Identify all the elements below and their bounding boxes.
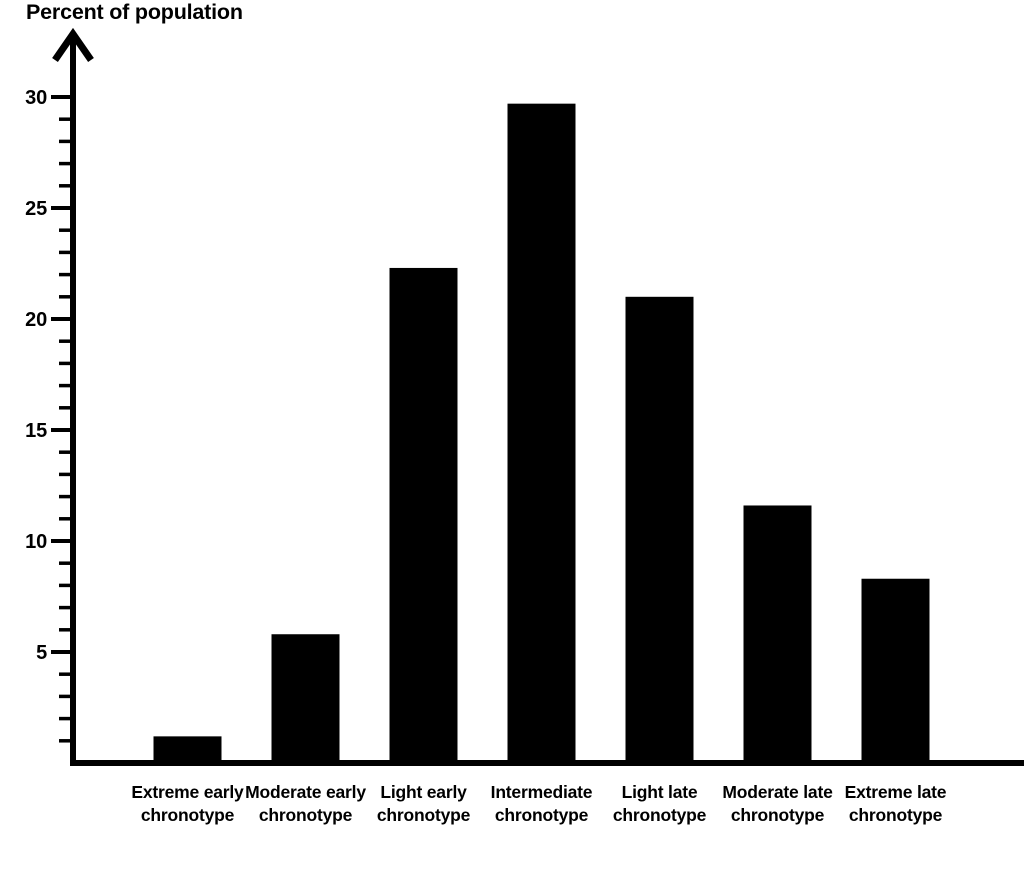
y-tick-label: 5 [36,642,47,664]
x-category-label-line: Moderate late [722,782,833,802]
x-category-label: Extreme late chronotype [845,782,947,825]
bar [507,103,576,766]
x-category-label-line: chronotype [613,805,707,825]
y-axis-arrow-icon [52,27,94,62]
x-category-label-line: chronotype [731,805,825,825]
x-category-label-line: Extreme early [131,782,244,802]
x-category-label: Moderate late chronotype [722,782,833,825]
y-axis-title: Percent of population [26,0,243,24]
bar [389,267,458,766]
x-category-label: Moderate early chronotype [245,782,366,825]
x-category-label-line: Extreme late [845,782,947,802]
y-tick-label: 25 [25,198,47,220]
x-category-label-line: chronotype [849,805,943,825]
bar [861,578,930,766]
x-category-label: Light late chronotype [613,782,707,825]
bar [153,736,222,766]
x-category-label-line: Light early [380,782,467,802]
x-category-label: Light early chronotype [377,782,471,825]
x-category-label-line: chronotype [495,805,589,825]
y-tick-label: 10 [25,531,47,553]
y-tick-label: 30 [25,87,47,109]
bar [743,505,812,766]
x-category-label-line: chronotype [141,805,235,825]
x-category-label-line: chronotype [377,805,471,825]
bar [271,634,340,766]
y-tick-label: 20 [25,309,47,331]
x-category-label-line: Light late [622,782,698,802]
x-category-label: Intermediate chronotype [491,782,593,825]
y-tick-label: 15 [25,420,47,442]
x-category-label-line: Moderate early [245,782,366,802]
bar [625,296,694,766]
x-category-label-line: chronotype [259,805,353,825]
x-category-label: Extreme early chronotype [131,782,244,825]
x-category-label-line: Intermediate [491,782,593,802]
